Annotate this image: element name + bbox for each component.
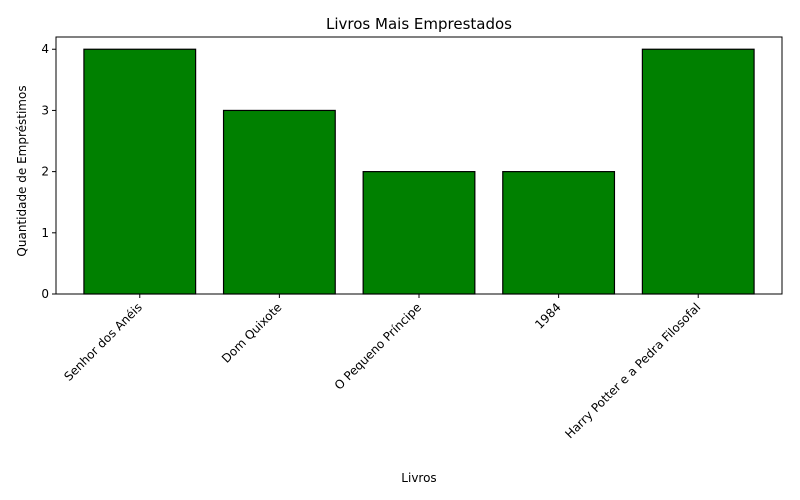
plot-frame — [55, 36, 783, 295]
y-tick-label-3: 3 — [41, 103, 49, 117]
y-axis: 0 1 2 3 4 — [41, 42, 56, 301]
x-tick-label-1: Dom Quixote — [219, 300, 285, 366]
y-axis-label: Quantidade de Empréstimos — [15, 85, 29, 256]
x-tick-label-4: Harry Potter e a Pedra Filosofal — [562, 300, 703, 441]
y-tick-label-1: 1 — [41, 226, 49, 240]
x-tick-label-3: 1984 — [532, 300, 563, 331]
bar-2 — [362, 171, 476, 295]
bar-4 — [641, 48, 755, 295]
bar-0 — [83, 48, 197, 295]
y-tick-label-2: 2 — [41, 165, 49, 179]
x-axis: Senhor dos Anéis Dom Quixote O Pequeno Prí… — [61, 294, 703, 441]
chart-title: Livros Mais Emprestados — [326, 15, 512, 33]
y-tick-label-0: 0 — [41, 287, 49, 301]
y-tick-label-4: 4 — [41, 42, 49, 56]
x-tick-label-0: Senhor dos Anéis — [61, 300, 145, 384]
x-tick-label-2: O Pequeno Príncipe — [332, 300, 424, 392]
bar-3 — [502, 171, 616, 295]
bars-group — [83, 48, 755, 295]
x-axis-label: Livros — [401, 471, 436, 485]
bar-1 — [222, 109, 336, 295]
